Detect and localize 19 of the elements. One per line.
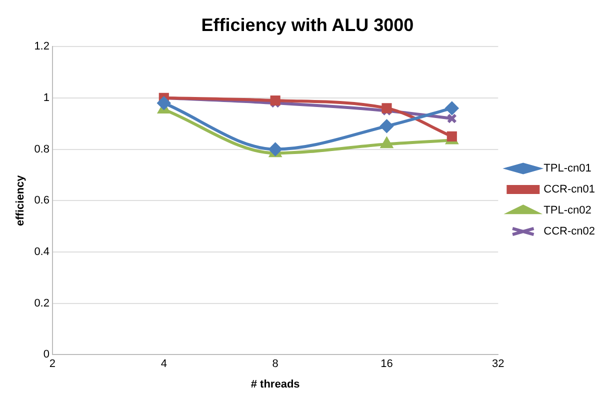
y-tick-label: 0.4: [34, 246, 50, 258]
y-tick-label: 0.6: [34, 194, 50, 207]
legend-label: CCR-cn01: [544, 184, 596, 196]
legend-label: TPL-cn02: [544, 204, 592, 217]
y-tick-label: 0: [43, 348, 50, 361]
x-axis-title: # threads: [250, 378, 300, 390]
legend-label: CCR-cn02: [544, 226, 596, 238]
x-tick-label: 4: [160, 358, 167, 370]
x-tick-label: 8: [272, 358, 278, 370]
y-tick-label: 1.2: [34, 40, 50, 53]
y-tick-label: 0.2: [34, 297, 50, 310]
x-tick-label: 2: [49, 358, 56, 370]
x-tick-label: 32: [492, 358, 504, 370]
chart-title: Efficiency with ALU 3000: [201, 14, 414, 35]
y-tick-label: 0.8: [34, 143, 50, 156]
y-tick-label: 1: [43, 92, 50, 104]
legend-label: TPL-cn01: [544, 162, 592, 175]
x-tick-label: 16: [380, 358, 393, 370]
y-axis-title: efficiency: [14, 174, 27, 226]
